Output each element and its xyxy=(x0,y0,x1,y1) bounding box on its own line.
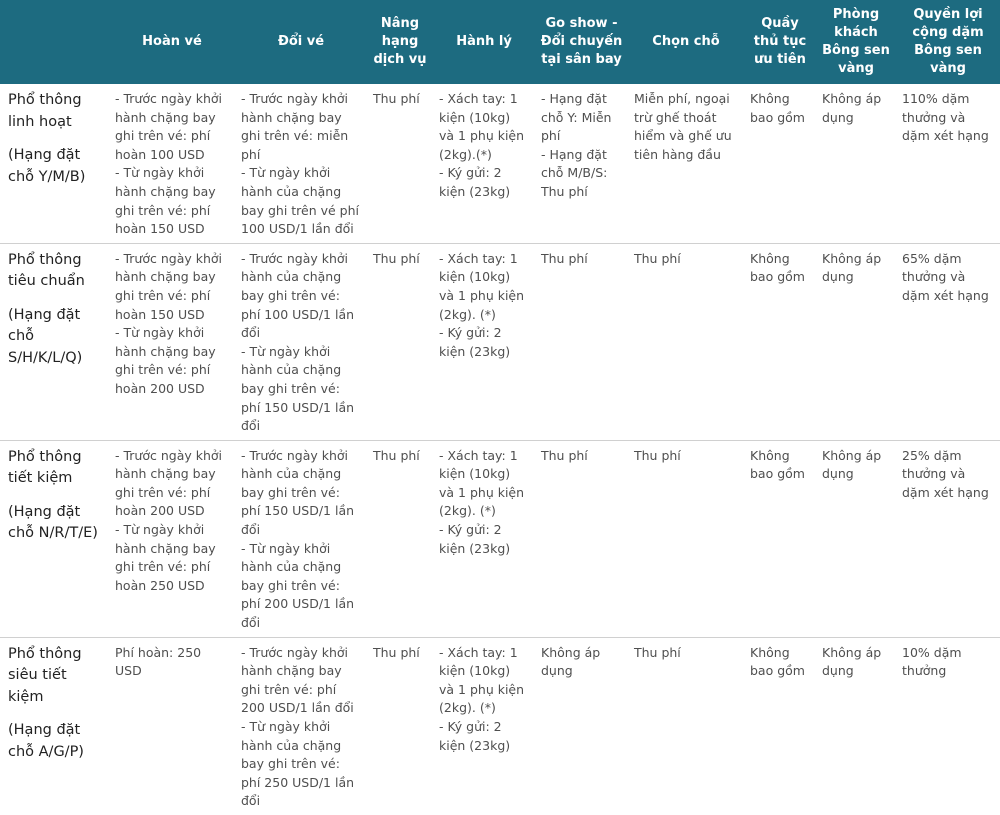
go-show-cell: Thu phí xyxy=(535,243,628,441)
fare-class-name: Phổ thông siêu tiết kiệm xyxy=(8,645,82,705)
fare-class-cell: Phổ thông tiêu chuẩn (Hạng đặt chỗ S/H/K… xyxy=(0,243,109,441)
table-row: Phổ thông tiêu chuẩn (Hạng đặt chỗ S/H/K… xyxy=(0,243,1000,441)
table-row: Phổ thông tiết kiệm (Hạng đặt chỗ N/R/T/… xyxy=(0,440,1000,638)
baggage-cell: - Xách tay: 1 kiện (10kg) và 1 phụ kiện … xyxy=(433,84,535,244)
fare-class-name: Phổ thông tiết kiệm xyxy=(8,448,82,487)
table-row: Phổ thông siêu tiết kiệm (Hạng đặt chỗ A… xyxy=(0,637,1000,815)
priority-checkin-cell: Không bao gồm xyxy=(750,644,805,679)
header-mileage: Quyền lợi cộng dặm Bông sen vàng xyxy=(896,0,1000,84)
fare-class-code: (Hạng đặt chỗ N/R/T/E) xyxy=(8,503,98,542)
change-cell: - Trước ngày khởi hành của chặng bay ghi… xyxy=(235,243,367,441)
fare-class-code: (Hạng đặt chỗ A/G/P) xyxy=(8,722,84,760)
refund-cell: Phí hoàn: 250 USD xyxy=(115,644,202,679)
fare-class-cell: Phổ thông linh hoạt (Hạng đặt chỗ Y/M/B) xyxy=(0,84,109,244)
priority-checkin-cell: Không bao gồm xyxy=(744,440,816,638)
refund-cell: - Trước ngày khởi hành chặng bay ghi trê… xyxy=(109,440,235,638)
change-cell: - Trước ngày khởi hành chặng bay ghi trê… xyxy=(235,84,367,244)
table-header-row: Hoàn vé Đổi vé Nâng hạng dịch vụ Hành lý… xyxy=(0,0,1000,84)
go-show-cell: - Hạng đặt chỗ Y: Miễn phí - Hạng đặt ch… xyxy=(535,84,628,244)
go-show-cell: Thu phí xyxy=(535,440,628,638)
upgrade-cell: Thu phí xyxy=(367,84,433,244)
seat-selection-cell: Thu phí xyxy=(628,243,744,441)
header-lounge: Phòng khách Bông sen vàng xyxy=(816,0,896,84)
seat-selection-cell: Thu phí xyxy=(634,644,681,660)
change-cell: - Trước ngày khởi hành chặng bay ghi trê… xyxy=(241,644,355,809)
lounge-cell: Không áp dụng xyxy=(816,440,896,638)
refund-cell: - Trước ngày khởi hành chặng bay ghi trê… xyxy=(109,243,235,441)
fare-class-code: (Hạng đặt chỗ S/H/K/L/Q) xyxy=(8,306,83,366)
header-change: Đổi vé xyxy=(235,0,367,84)
baggage-cell: - Xách tay: 1 kiện (10kg) và 1 phụ kiện … xyxy=(433,243,535,441)
fare-class-name: Phổ thông tiêu chuẩn xyxy=(8,251,85,290)
lounge-cell: Không áp dụng xyxy=(816,243,896,441)
mileage-cell: 110% dặm thưởng và dặm xét hạng xyxy=(896,84,1000,244)
fare-class-cell: Phổ thông siêu tiết kiệm (Hạng đặt chỗ A… xyxy=(0,637,109,815)
table-row: Phổ thông linh hoạt (Hạng đặt chỗ Y/M/B)… xyxy=(0,84,1000,244)
baggage-cell: - Xách tay: 1 kiện (10kg) và 1 phụ kiện … xyxy=(433,440,535,638)
header-upgrade: Nâng hạng dịch vụ xyxy=(367,0,433,84)
lounge-cell: Không áp dụng xyxy=(822,644,882,679)
upgrade-cell: Thu phí xyxy=(367,440,433,638)
upgrade-cell: Thu phí xyxy=(367,243,433,441)
header-blank xyxy=(0,0,109,84)
seat-selection-cell: Thu phí xyxy=(628,440,744,638)
upgrade-cell: Thu phí xyxy=(373,644,420,660)
priority-checkin-cell: Không bao gồm xyxy=(744,243,816,441)
mileage-cell: 65% dặm thưởng và dặm xét hạng xyxy=(896,243,1000,441)
header-baggage: Hành lý xyxy=(433,0,535,84)
lounge-cell: Không áp dụng xyxy=(816,84,896,244)
change-cell: - Trước ngày khởi hành của chặng bay ghi… xyxy=(235,440,367,638)
priority-checkin-cell: Không bao gồm xyxy=(744,84,816,244)
mileage-cell: 10% dặm thưởng xyxy=(902,644,962,679)
fare-class-cell: Phổ thông tiết kiệm (Hạng đặt chỗ N/R/T/… xyxy=(0,440,109,638)
mileage-cell: 25% dặm thưởng và dặm xét hạng xyxy=(896,440,1000,638)
header-go-show: Go show - Đổi chuyến tại sân bay xyxy=(535,0,628,84)
header-refund: Hoàn vé xyxy=(109,0,235,84)
header-seat-selection: Chọn chỗ xyxy=(628,0,744,84)
seat-selection-cell: Miễn phí, ngoại trừ ghế thoát hiểm và gh… xyxy=(628,84,744,244)
go-show-cell: Không áp dụng xyxy=(541,644,601,679)
refund-cell: - Trước ngày khởi hành chặng bay ghi trê… xyxy=(109,84,235,244)
fare-class-name: Phổ thông linh hoạt xyxy=(8,92,82,130)
baggage-cell: - Xách tay: 1 kiện (10kg) và 1 phụ kiện … xyxy=(439,644,525,753)
header-priority-checkin: Quầy thủ tục ưu tiên xyxy=(744,0,816,84)
fare-class-code: (Hạng đặt chỗ Y/M/B) xyxy=(8,147,86,185)
